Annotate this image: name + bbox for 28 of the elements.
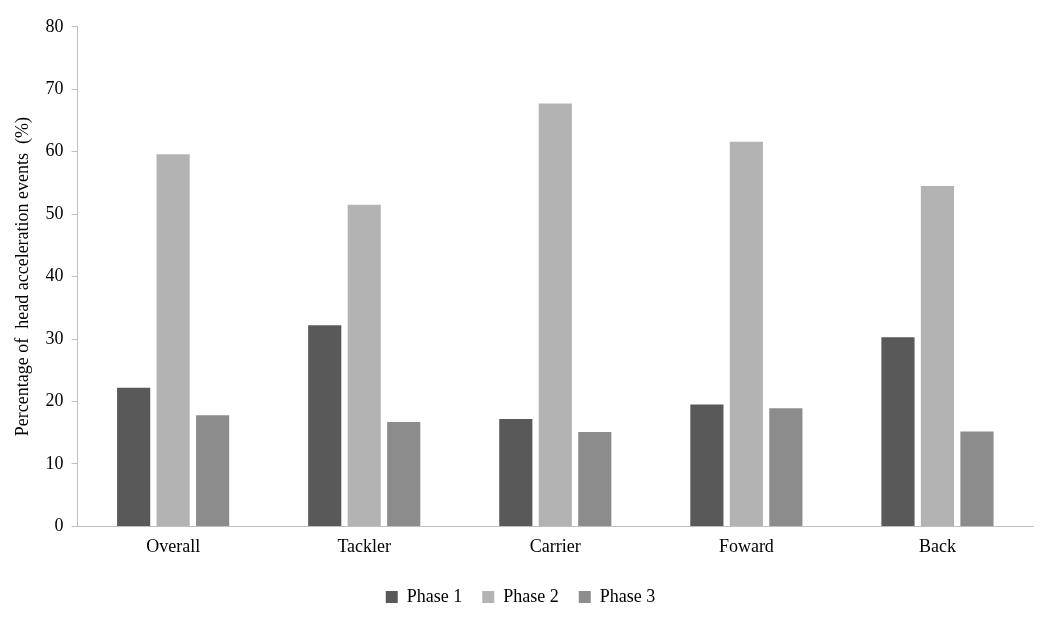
y-tick-label: 50: [45, 202, 64, 223]
bar: [387, 422, 421, 526]
bar: [769, 408, 803, 526]
legend-label: Phase 2: [503, 585, 559, 606]
x-tick-label: Back: [918, 535, 956, 556]
legend-label: Phase 3: [599, 585, 656, 606]
x-tick-label: Foward: [718, 535, 774, 556]
x-tick-label: Overall: [146, 535, 201, 556]
bar: [499, 418, 533, 526]
bar: [578, 432, 612, 526]
bar: [196, 415, 230, 526]
y-tick-label: 80: [45, 15, 64, 36]
y-tick-label: 60: [45, 140, 64, 161]
y-tick-label: 0: [54, 515, 64, 536]
y-tick-label: 10: [45, 452, 64, 473]
bar: [308, 325, 342, 526]
legend-label: Phase 1: [406, 585, 463, 606]
bar: [881, 337, 915, 526]
y-axis-title: Percentage of head acceleration events (%): [11, 116, 33, 437]
bar: [117, 387, 151, 526]
bar: [960, 431, 994, 526]
x-tick-label: Carrier: [529, 535, 581, 556]
y-tick-label: 70: [45, 77, 64, 98]
y-tick-label: 30: [45, 327, 64, 348]
x-tick-label: Tackler: [337, 535, 392, 556]
y-tick-label: 20: [45, 390, 64, 411]
y-tick-label: 40: [45, 265, 64, 286]
bar: [690, 404, 724, 526]
